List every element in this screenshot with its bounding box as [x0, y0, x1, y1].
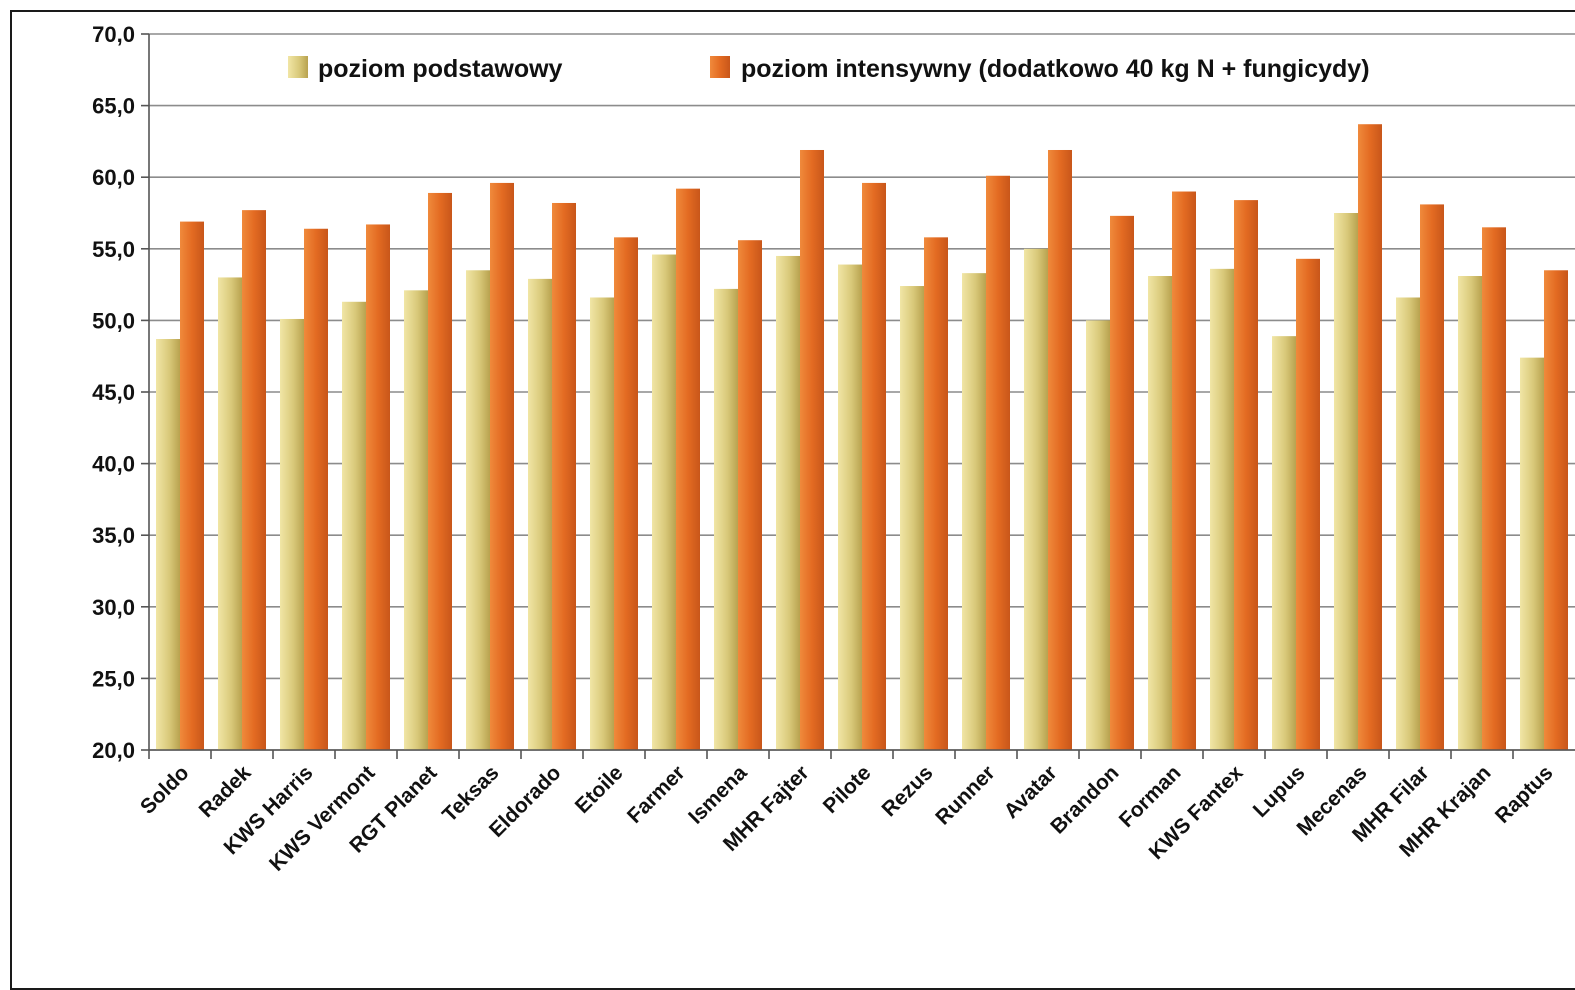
y-tick-label: 70,0: [92, 22, 135, 47]
bar-basic: [1458, 276, 1482, 750]
bar-intensive: [490, 182, 514, 751]
x-tick-label: Pilote: [819, 761, 876, 818]
bar-basic: [342, 301, 366, 750]
bar-intensive: [1358, 124, 1382, 750]
x-tick-label: Avatar: [1000, 761, 1062, 823]
bar-basic: [466, 270, 490, 750]
y-tick-label: 60,0: [92, 165, 135, 190]
x-tick-label: Runner: [931, 761, 999, 829]
bar-basic: [962, 273, 986, 750]
bar-intensive: [676, 188, 700, 750]
bar-intensive: [366, 224, 390, 750]
bar-intensive: [1482, 227, 1506, 750]
bar-intensive: [1544, 270, 1568, 750]
bar-basic: [1520, 357, 1544, 750]
bar-basic: [1024, 248, 1048, 751]
y-tick-label: 35,0: [92, 523, 135, 548]
bar-intensive: [1110, 215, 1134, 750]
bar-basic: [1086, 320, 1110, 750]
bar-basic: [404, 290, 428, 750]
y-tick-label: 20,0: [92, 738, 135, 763]
x-tick-label: Farmer: [623, 761, 690, 828]
bar-intensive: [428, 192, 452, 750]
bar-intensive: [1234, 200, 1258, 750]
bar-intensive: [304, 228, 328, 750]
bar-intensive: [614, 237, 638, 750]
x-tick-label: Etoile: [571, 761, 628, 818]
bar-intensive: [738, 240, 762, 750]
bar-intensive: [552, 202, 576, 750]
bar-basic: [528, 278, 552, 750]
bar-basic: [838, 264, 862, 750]
x-tick-label: Radek: [195, 761, 256, 822]
x-tick-label: Rezus: [878, 761, 938, 821]
bar-intensive: [1172, 191, 1196, 750]
y-tick-label: 45,0: [92, 380, 135, 405]
y-tick-label: 25,0: [92, 666, 135, 691]
y-tick-label: 65,0: [92, 94, 135, 119]
x-tick-label: Brandon: [1046, 761, 1123, 838]
legend-swatch-basic: [288, 56, 308, 78]
bar-basic: [1272, 336, 1296, 750]
bar-basic: [1148, 276, 1172, 750]
legend-swatch-intensive: [710, 56, 730, 78]
x-tick-label: Raptus: [1491, 761, 1558, 828]
bar-intensive: [1048, 149, 1072, 750]
x-tick-label: Soldo: [136, 761, 194, 819]
bar-basic: [1334, 213, 1358, 750]
bars: [156, 124, 1568, 751]
bar-intensive: [1420, 204, 1444, 750]
bar-basic: [218, 277, 242, 750]
legend-label-intensive: poziom intensywny (dodatkowo 40 kg N + f…: [741, 55, 1370, 83]
bar-chart: 20,0 25,0 30,0 35,0 40,0 45,0 50,0 55,0 60,0 65,0…: [92, 22, 1575, 876]
y-tick-labels: 20,0 25,0 30,0 35,0 40,0 45,0 50,0 55,0 60,0 65,0…: [92, 22, 135, 763]
x-tick-label: KWS Vermont: [265, 761, 379, 875]
bar-basic: [280, 318, 304, 750]
bar-intensive: [1296, 258, 1320, 750]
y-tick-label: 55,0: [92, 237, 135, 262]
bar-intensive: [180, 221, 204, 751]
bar-basic: [776, 255, 800, 750]
legend-label-basic: poziom podstawowy: [318, 55, 563, 83]
bar-basic: [652, 254, 676, 750]
chart-frame: 20,0 25,0 30,0 35,0 40,0 45,0 50,0 55,0 60,0 65,0…: [10, 10, 1575, 990]
bar-basic: [1210, 268, 1234, 750]
x-tick-label: Lupus: [1249, 761, 1310, 822]
axes: [148, 34, 1575, 759]
bar-intensive: [862, 182, 886, 751]
bar-basic: [590, 297, 614, 750]
bar-basic: [714, 288, 738, 750]
y-tick-label: 30,0: [92, 595, 135, 620]
bar-basic: [156, 339, 180, 750]
bar-intensive: [242, 210, 266, 751]
bar-basic: [900, 286, 924, 750]
bar-intensive: [800, 149, 824, 750]
bar-intensive: [986, 175, 1010, 750]
legend: poziom podstawowy poziom intensywny (dod…: [288, 55, 1370, 83]
y-tick-label: 50,0: [92, 308, 135, 333]
y-tick-label: 40,0: [92, 452, 135, 477]
bar-basic: [1396, 297, 1420, 750]
bar-intensive: [924, 237, 948, 750]
